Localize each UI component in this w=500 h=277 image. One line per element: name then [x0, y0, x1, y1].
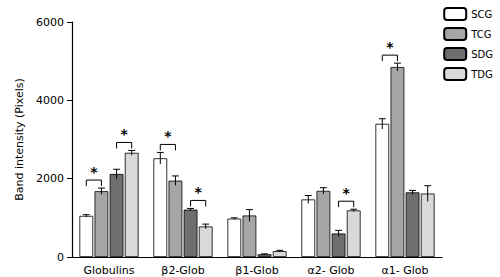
svg-text:SCG: SCG [471, 9, 492, 20]
svg-text:TDG: TDG [470, 69, 493, 80]
svg-text:α2- Glob: α2- Glob [307, 264, 354, 277]
svg-text:2000: 2000 [36, 172, 64, 185]
svg-text:4000: 4000 [36, 94, 64, 107]
svg-text:*: * [120, 126, 128, 142]
svg-text:*: * [164, 128, 172, 144]
svg-text:α1- Glob: α1- Glob [381, 264, 428, 277]
svg-text:6000: 6000 [36, 16, 64, 29]
svg-text:β1-Glob: β1-Glob [235, 264, 278, 277]
svg-text:*: * [342, 185, 350, 201]
svg-text:Globulins: Globulins [83, 264, 134, 277]
svg-text:0: 0 [57, 251, 64, 264]
svg-text:*: * [194, 184, 202, 200]
svg-text:SDG: SDG [471, 49, 493, 60]
svg-text:TCG: TCG [470, 29, 491, 40]
svg-text:*: * [90, 164, 98, 180]
svg-text:Band intensity (Pixels): Band intensity (Pixels) [13, 78, 26, 201]
svg-text:β2-Glob: β2-Glob [161, 264, 204, 277]
svg-text:*: * [386, 39, 394, 55]
